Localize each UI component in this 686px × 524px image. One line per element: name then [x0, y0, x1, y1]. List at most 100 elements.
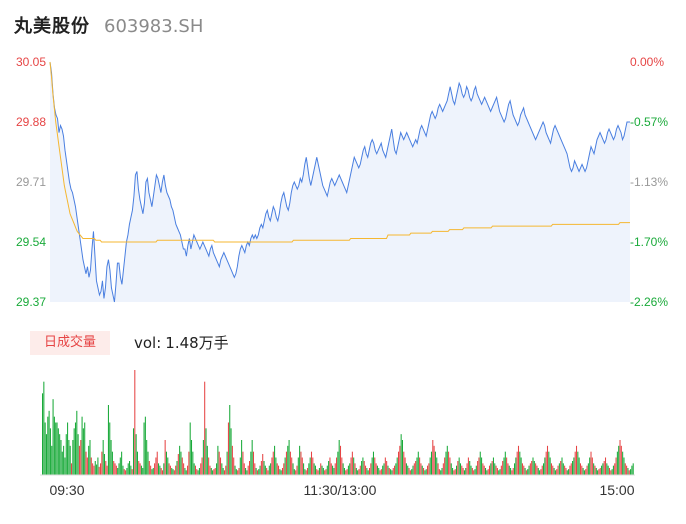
volume-bar — [421, 465, 423, 475]
volume-bar — [452, 468, 454, 475]
volume-bar — [623, 457, 625, 475]
price-area-layer — [50, 62, 630, 302]
volume-bar — [268, 465, 270, 475]
volume-bar — [82, 428, 84, 475]
volume-bar — [329, 457, 331, 475]
volume-bar — [307, 468, 309, 475]
volume-bar — [308, 463, 310, 475]
volume-bar — [283, 463, 285, 475]
volume-bar — [521, 463, 523, 475]
volume-bar — [183, 463, 185, 475]
volume-bar — [599, 468, 601, 475]
volume-bar — [363, 461, 365, 475]
volume-bar — [607, 465, 609, 475]
volume-bar — [72, 440, 74, 475]
volume-bar — [165, 451, 167, 475]
volume-bar — [492, 457, 494, 475]
volume-bar — [284, 457, 286, 475]
volume-bar — [570, 463, 572, 475]
volume-bar — [193, 463, 195, 475]
volume-bar — [618, 445, 620, 475]
volume-bar — [604, 457, 607, 475]
volume-bar — [481, 457, 483, 475]
volume-bar — [361, 461, 363, 475]
volume-bar — [230, 428, 232, 475]
volume-bar — [200, 463, 202, 475]
volume-bar — [197, 470, 199, 475]
volume-bar — [181, 457, 183, 475]
volume-bar — [512, 468, 514, 475]
volume-bar — [544, 457, 546, 475]
volume-bar — [239, 457, 241, 475]
volume-bar — [196, 469, 198, 475]
y-left-tick-label: 29.37 — [16, 295, 46, 309]
volume-bar — [341, 457, 343, 475]
volume-bar — [595, 468, 597, 475]
volume-bar — [52, 399, 54, 475]
volume-bar — [77, 434, 79, 475]
volume-bar — [299, 445, 301, 475]
volume-bar — [168, 463, 170, 475]
volume-bar — [324, 470, 326, 475]
volume-bar — [103, 454, 106, 475]
volume-bar — [176, 461, 178, 475]
volume-bar — [598, 469, 600, 475]
volume-bar — [591, 457, 593, 475]
volume-bar — [495, 465, 497, 475]
volume-bar — [428, 463, 430, 475]
volume-bar — [366, 468, 368, 475]
volume-bar — [49, 428, 51, 475]
volume-bar — [577, 451, 579, 475]
volume-bar — [316, 469, 318, 475]
y-left-tick-label: 29.71 — [16, 175, 46, 189]
volume-bar — [198, 468, 200, 475]
volume-bar — [223, 470, 225, 475]
volume-bar — [138, 461, 140, 475]
volume-bar — [473, 470, 475, 475]
volume-bar — [76, 410, 78, 475]
volume-bar — [65, 434, 67, 475]
volume-bar — [144, 416, 146, 475]
volume-bar — [303, 463, 305, 475]
volume-bar — [106, 465, 108, 475]
volume-bar — [372, 451, 374, 475]
volume-bar — [317, 470, 319, 475]
volume-bar — [80, 440, 82, 475]
volume-bar — [535, 463, 537, 475]
volume-bar — [545, 451, 547, 475]
volume-bar — [180, 451, 182, 475]
y-right-tick-label: -1.13% — [630, 175, 668, 189]
volume-bar — [553, 468, 555, 475]
volume-bar — [628, 470, 630, 475]
volume-bar — [502, 461, 504, 475]
volume-bar — [222, 468, 224, 475]
volume-bar — [405, 463, 407, 475]
volume-bar — [231, 445, 233, 475]
volume-bar — [529, 463, 531, 475]
volume-bar — [134, 370, 136, 475]
volume-bar — [523, 465, 525, 475]
daily-volume-tab[interactable]: 日成交量 — [30, 331, 110, 355]
volume-bar — [188, 451, 190, 475]
volume-bar — [255, 468, 257, 475]
volume-bar — [297, 457, 299, 475]
volume-bar — [368, 468, 371, 475]
volume-bar — [287, 445, 289, 475]
volume-bar — [511, 470, 513, 475]
volume-bar — [475, 465, 477, 475]
volume-bar — [43, 381, 45, 475]
volume-bar — [67, 422, 69, 475]
avg-line-layer — [49, 61, 630, 243]
volume-bar — [301, 457, 303, 475]
volume-bar — [242, 451, 244, 475]
volume-bar — [118, 463, 120, 475]
volume-bar — [569, 465, 571, 475]
volume-bar — [169, 465, 171, 475]
volume-bar — [382, 465, 384, 475]
volume-bar — [608, 468, 610, 475]
volume-bar — [98, 466, 100, 475]
volume-bar — [235, 469, 237, 475]
volume-bar — [345, 470, 347, 475]
volume-bar — [533, 461, 535, 475]
volume-bar — [357, 470, 359, 475]
